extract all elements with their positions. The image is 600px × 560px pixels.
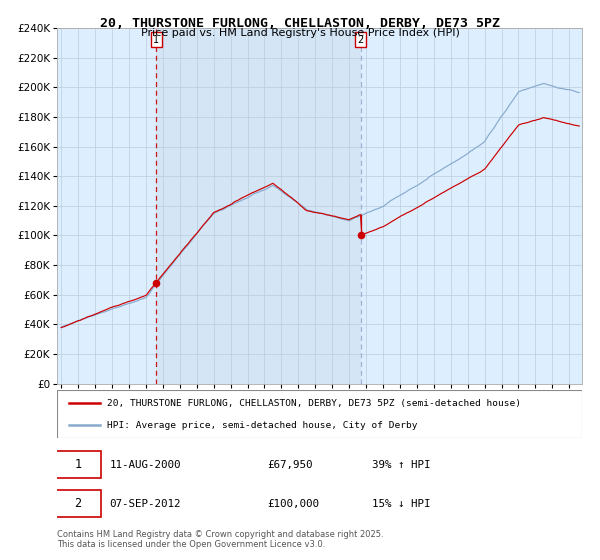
Text: 11-AUG-2000: 11-AUG-2000 [110,460,181,470]
FancyBboxPatch shape [56,490,101,517]
Text: 15% ↓ HPI: 15% ↓ HPI [372,498,431,508]
Text: 20, THURSTONE FURLONG, CHELLASTON, DERBY, DE73 5PZ (semi-detached house): 20, THURSTONE FURLONG, CHELLASTON, DERBY… [107,399,521,408]
Text: 39% ↑ HPI: 39% ↑ HPI [372,460,431,470]
FancyBboxPatch shape [56,451,101,478]
Text: Price paid vs. HM Land Registry's House Price Index (HPI): Price paid vs. HM Land Registry's House … [140,28,460,38]
Text: Contains HM Land Registry data © Crown copyright and database right 2025.
This d: Contains HM Land Registry data © Crown c… [57,530,383,549]
Text: £67,950: £67,950 [267,460,313,470]
Text: 2: 2 [358,35,364,45]
Text: 07-SEP-2012: 07-SEP-2012 [110,498,181,508]
Text: HPI: Average price, semi-detached house, City of Derby: HPI: Average price, semi-detached house,… [107,421,418,430]
Text: 2: 2 [74,497,82,510]
Text: 1: 1 [74,458,82,471]
Bar [156,28,361,384]
Text: 1: 1 [153,35,159,45]
Text: £100,000: £100,000 [267,498,319,508]
Text: 20, THURSTONE FURLONG, CHELLASTON, DERBY, DE73 5PZ: 20, THURSTONE FURLONG, CHELLASTON, DERBY… [100,17,500,30]
